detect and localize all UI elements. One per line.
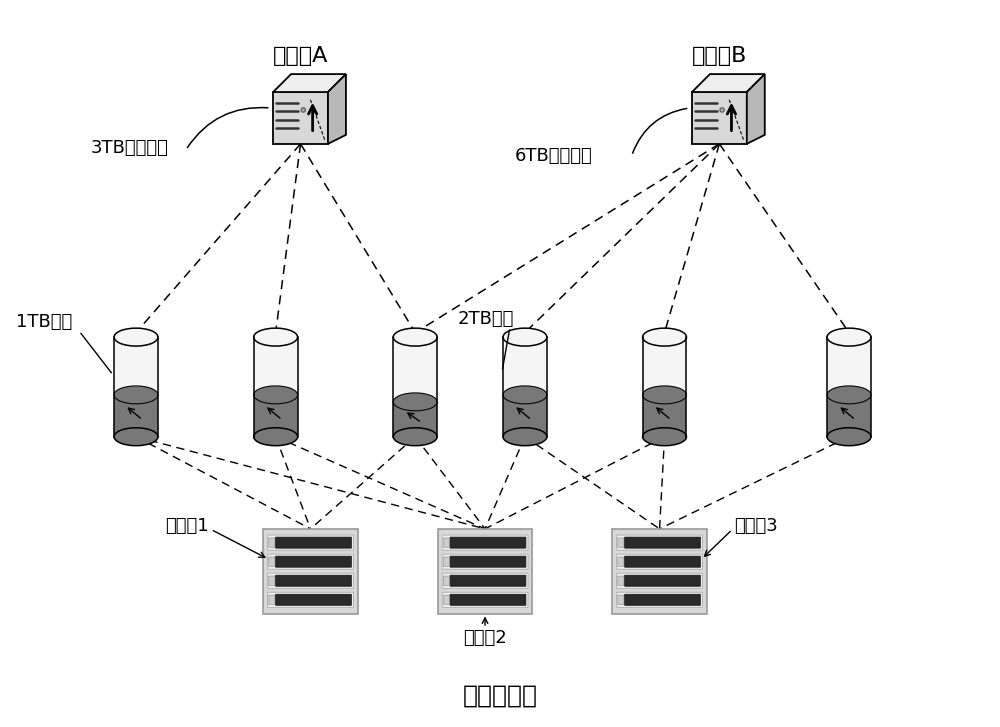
Polygon shape xyxy=(393,337,437,437)
FancyBboxPatch shape xyxy=(269,595,275,604)
Ellipse shape xyxy=(393,328,437,346)
Ellipse shape xyxy=(393,393,437,411)
FancyBboxPatch shape xyxy=(443,538,449,547)
FancyBboxPatch shape xyxy=(276,556,351,567)
FancyBboxPatch shape xyxy=(276,537,351,548)
Circle shape xyxy=(301,108,305,112)
Ellipse shape xyxy=(827,328,871,346)
FancyBboxPatch shape xyxy=(438,529,532,614)
FancyBboxPatch shape xyxy=(269,576,275,585)
Polygon shape xyxy=(254,337,298,437)
Ellipse shape xyxy=(254,386,298,403)
Ellipse shape xyxy=(827,386,871,403)
FancyBboxPatch shape xyxy=(442,535,528,550)
Ellipse shape xyxy=(254,328,298,346)
FancyBboxPatch shape xyxy=(618,595,624,604)
FancyBboxPatch shape xyxy=(450,575,526,586)
Polygon shape xyxy=(114,395,158,437)
FancyBboxPatch shape xyxy=(268,535,353,550)
FancyBboxPatch shape xyxy=(617,593,702,607)
Polygon shape xyxy=(827,337,871,437)
Text: 磁盘组系统: 磁盘组系统 xyxy=(463,683,538,707)
FancyBboxPatch shape xyxy=(269,538,275,547)
Ellipse shape xyxy=(503,427,547,446)
Polygon shape xyxy=(503,395,547,437)
Polygon shape xyxy=(827,395,871,437)
FancyBboxPatch shape xyxy=(450,537,526,548)
Ellipse shape xyxy=(643,328,686,346)
FancyBboxPatch shape xyxy=(618,538,624,547)
FancyBboxPatch shape xyxy=(617,554,702,569)
FancyBboxPatch shape xyxy=(269,557,275,566)
FancyBboxPatch shape xyxy=(443,557,449,566)
Text: 6TB存储空间: 6TB存储空间 xyxy=(515,147,593,165)
FancyBboxPatch shape xyxy=(276,575,351,586)
Text: 服务器B: 服务器B xyxy=(692,47,747,66)
FancyBboxPatch shape xyxy=(443,595,449,604)
Text: 服务器A: 服务器A xyxy=(273,47,328,66)
Text: 磁盘组1: 磁盘组1 xyxy=(165,518,209,535)
Polygon shape xyxy=(393,402,437,437)
Polygon shape xyxy=(503,337,547,437)
Text: 2TB空间: 2TB空间 xyxy=(458,310,514,328)
FancyBboxPatch shape xyxy=(442,573,528,588)
Ellipse shape xyxy=(503,386,547,403)
FancyBboxPatch shape xyxy=(612,529,707,614)
FancyBboxPatch shape xyxy=(450,556,526,567)
Polygon shape xyxy=(114,337,158,437)
FancyBboxPatch shape xyxy=(268,573,353,588)
FancyBboxPatch shape xyxy=(625,575,700,586)
Text: 1TB空间: 1TB空间 xyxy=(16,313,73,332)
Text: 3TB存储空间: 3TB存储空间 xyxy=(91,139,169,157)
FancyBboxPatch shape xyxy=(625,556,700,567)
Polygon shape xyxy=(747,74,765,144)
FancyBboxPatch shape xyxy=(625,537,700,548)
FancyBboxPatch shape xyxy=(617,573,702,588)
Text: 磁盘组2: 磁盘组2 xyxy=(463,629,507,647)
Polygon shape xyxy=(692,92,747,144)
FancyBboxPatch shape xyxy=(276,594,351,606)
Ellipse shape xyxy=(114,386,158,403)
FancyBboxPatch shape xyxy=(268,554,353,569)
Ellipse shape xyxy=(114,427,158,446)
Ellipse shape xyxy=(114,328,158,346)
Polygon shape xyxy=(328,74,346,144)
FancyBboxPatch shape xyxy=(450,594,526,606)
FancyBboxPatch shape xyxy=(617,535,702,550)
FancyBboxPatch shape xyxy=(442,554,528,569)
FancyBboxPatch shape xyxy=(443,576,449,585)
FancyBboxPatch shape xyxy=(625,594,700,606)
Ellipse shape xyxy=(393,427,437,446)
Circle shape xyxy=(720,108,724,112)
Polygon shape xyxy=(254,395,298,437)
Text: 磁盘组3: 磁盘组3 xyxy=(734,518,778,535)
Ellipse shape xyxy=(254,427,298,446)
Ellipse shape xyxy=(503,328,547,346)
FancyBboxPatch shape xyxy=(618,576,624,585)
FancyBboxPatch shape xyxy=(263,529,358,614)
Ellipse shape xyxy=(643,386,686,403)
Polygon shape xyxy=(692,74,765,92)
FancyBboxPatch shape xyxy=(268,593,353,607)
FancyBboxPatch shape xyxy=(618,557,624,566)
Ellipse shape xyxy=(827,427,871,446)
Ellipse shape xyxy=(643,427,686,446)
FancyBboxPatch shape xyxy=(442,593,528,607)
Polygon shape xyxy=(643,395,686,437)
Polygon shape xyxy=(273,74,346,92)
Polygon shape xyxy=(643,337,686,437)
Polygon shape xyxy=(273,92,328,144)
